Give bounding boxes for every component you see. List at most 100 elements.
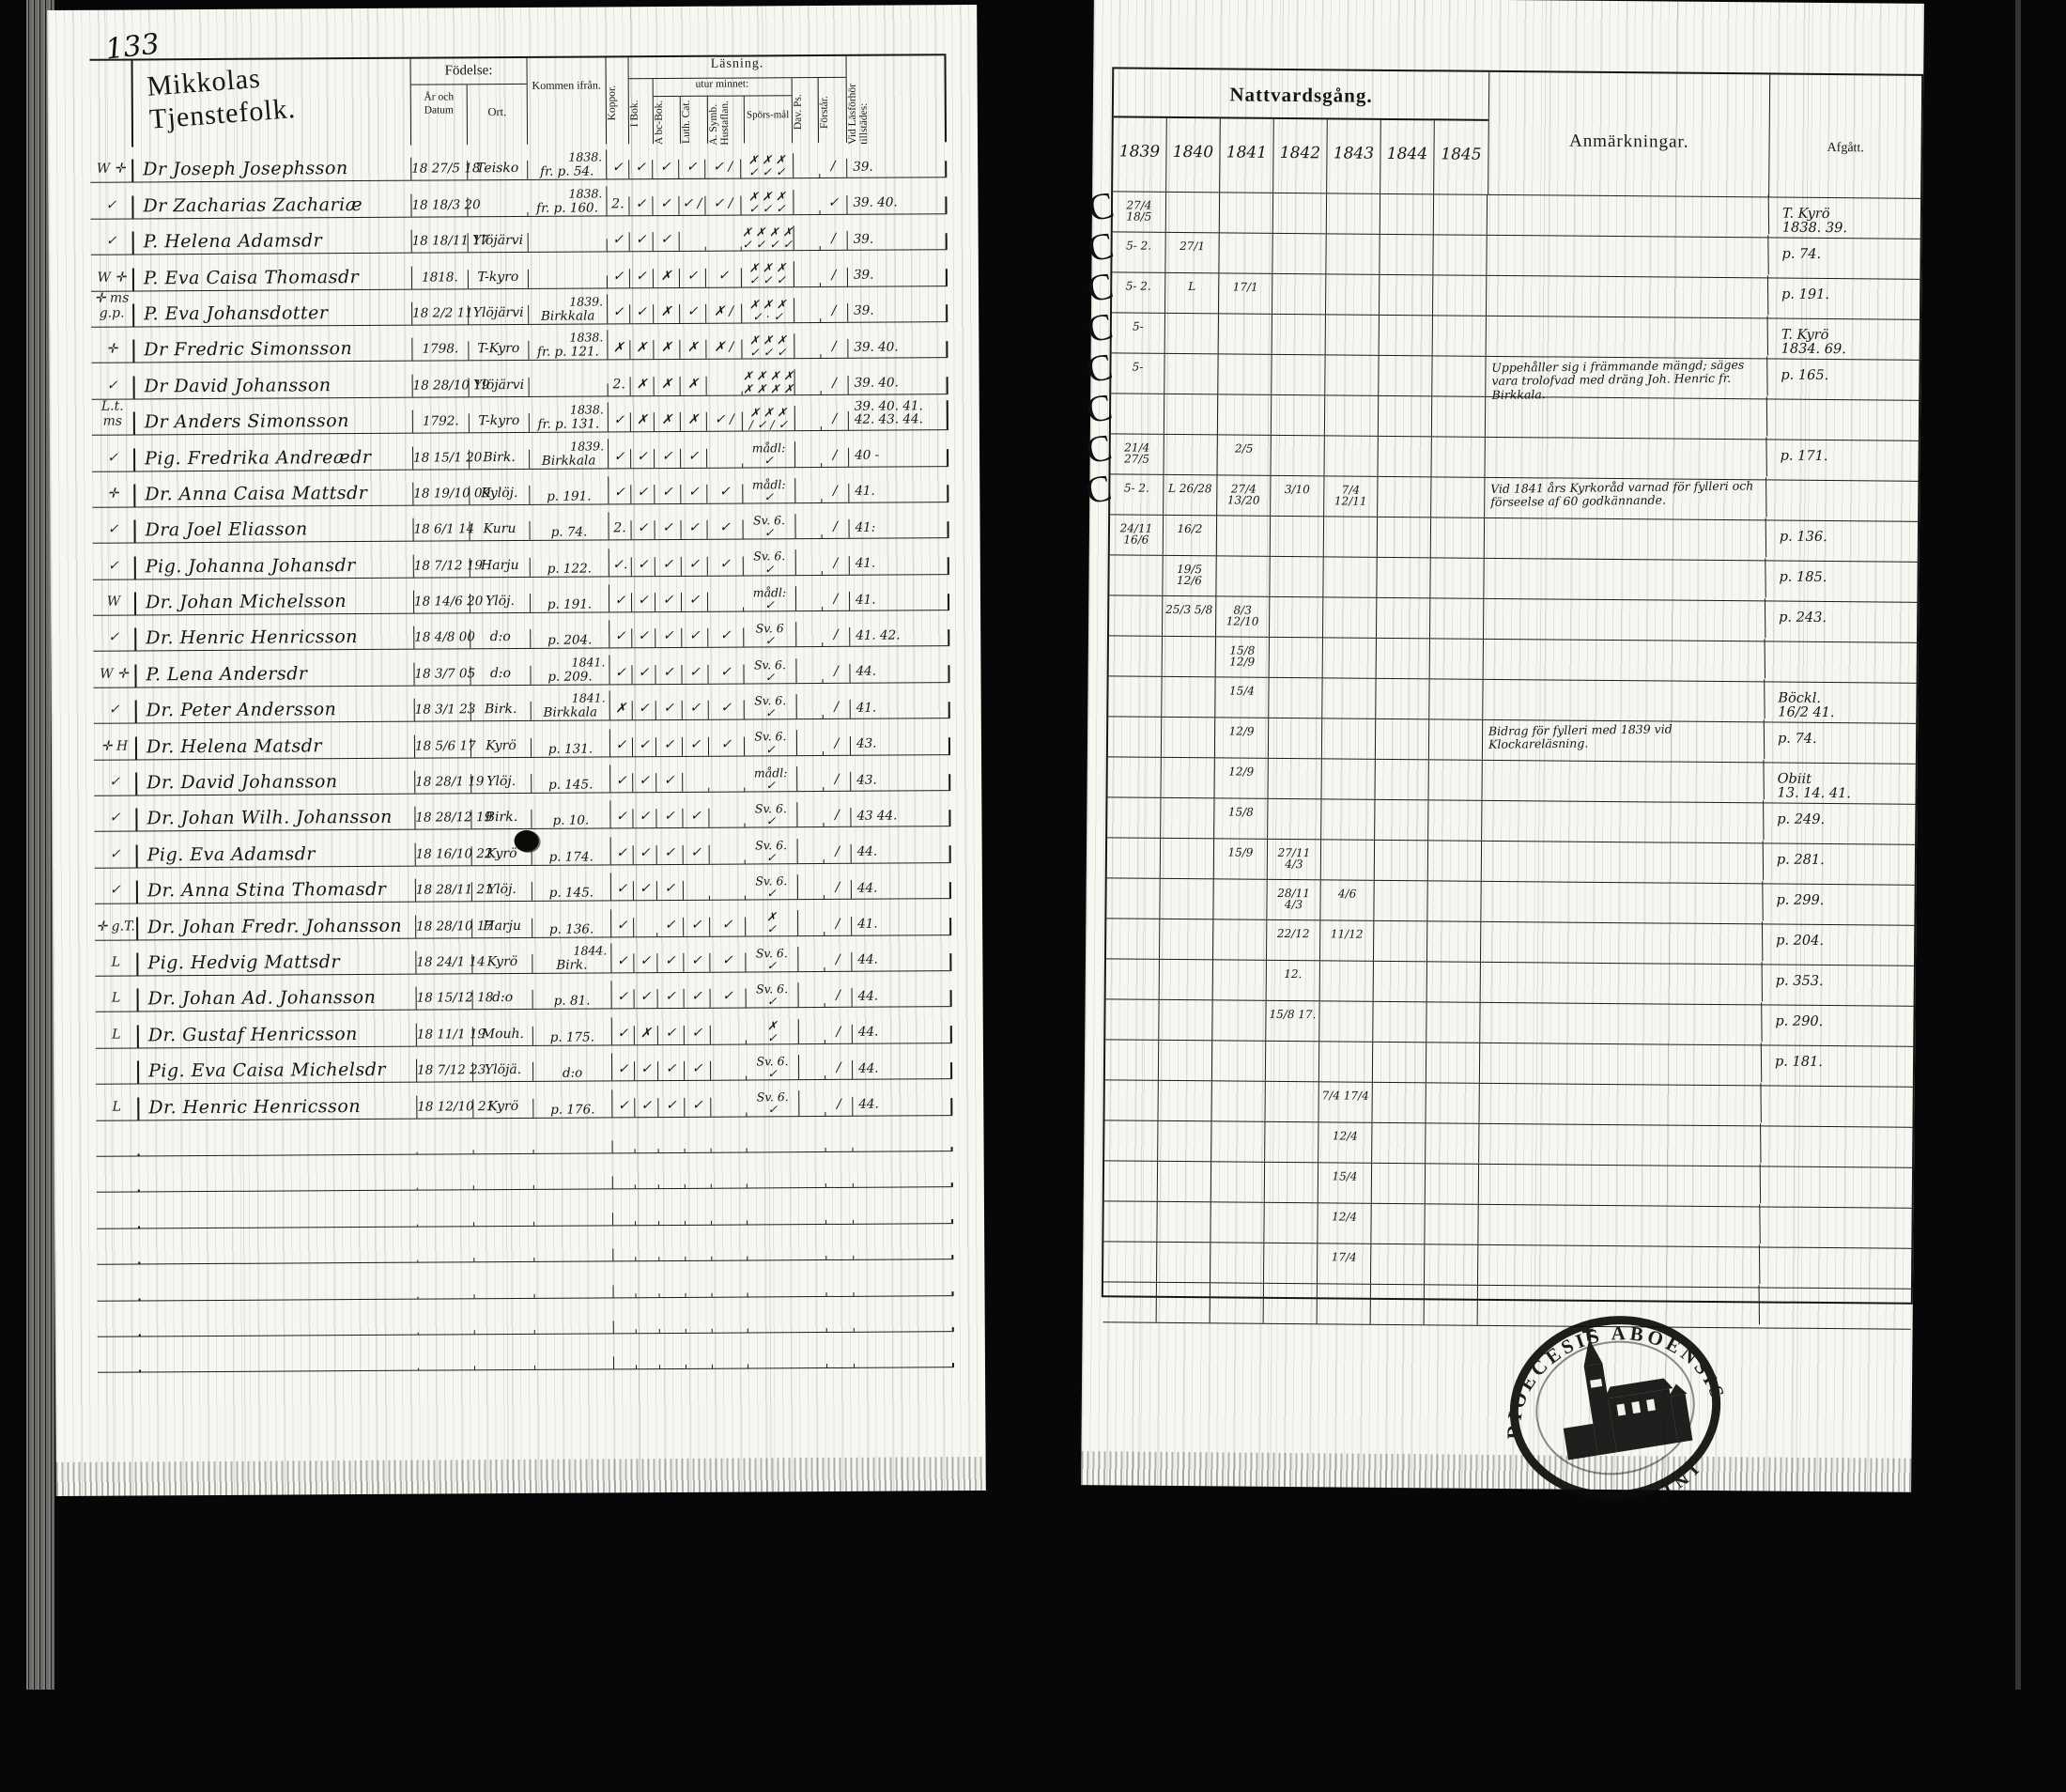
birth-place: Kylöj.	[470, 486, 530, 504]
year-header: 1845	[1434, 120, 1488, 193]
margin-marks: ✓	[92, 378, 133, 398]
communion-1839	[1106, 878, 1160, 918]
questions-cell: ✗ ✗ ✗ ✓ ✓ ✓	[741, 153, 794, 178]
communion-1841	[1218, 354, 1272, 394]
communion-1842: 12.	[1267, 961, 1320, 1000]
communion-1839	[1103, 1201, 1157, 1241]
questions-mark-bottom: ✓	[746, 959, 797, 971]
communion-1844	[1377, 639, 1430, 678]
communion-row: 17/4	[1103, 1242, 1911, 1290]
communion-1840: 25/3 5/8	[1163, 596, 1216, 636]
servant-name-cell: Pig. Eva Adamsdr	[136, 842, 416, 867]
household-title: Mikkolas Tjenstefolk.	[146, 60, 297, 136]
questions-cell: mådl: ✓	[745, 766, 797, 792]
communion-1839	[1107, 757, 1161, 796]
birth-date: 18 15/1 20	[413, 450, 470, 469]
smallpox-mark: ✓	[609, 449, 631, 468]
departed-ref	[1760, 1247, 1911, 1288]
servants-table-header: Mikkolas Tjenstefolk. Födelse: År och Da…	[89, 54, 947, 147]
davids-psalms-header: Dav. Ps.	[793, 78, 820, 143]
communion-1839: 5- 2.	[1110, 474, 1164, 514]
understands-mark: ∕	[825, 988, 853, 1007]
symbolum-mark: ✓ ∕	[705, 160, 741, 178]
came-from-cell: p. 145.	[532, 873, 611, 902]
abc-book-mark: ✗	[654, 304, 680, 323]
communion-1845	[1425, 1204, 1478, 1244]
smallpox-mark: 2.	[607, 196, 629, 215]
communion-1839: 5-	[1111, 353, 1164, 393]
symbolum-mark	[707, 463, 743, 467]
arrival-year	[529, 239, 607, 253]
departed-ref: p. 136.	[1766, 520, 1918, 561]
margin-marks: W	[93, 595, 134, 615]
servant-name-cell: Dr Joseph Josephsson	[131, 158, 411, 182]
birth-date: 18 7/12 23	[417, 1062, 473, 1081]
questions-mark-top: Sv. 6.	[744, 658, 795, 671]
luther-catechism-mark	[686, 1292, 713, 1296]
birth-place: Ylöjärvi	[469, 305, 529, 324]
abc-book-mark: ✗	[654, 340, 680, 359]
luther-catechism-mark: ✓	[681, 485, 707, 503]
communion-1839	[1104, 1161, 1158, 1200]
smallpox-header: Koppor.	[606, 57, 629, 144]
davids-psalms-mark	[795, 391, 822, 394]
birth-date-header: År och Datum	[411, 85, 468, 145]
came-from: p. 81.	[533, 994, 611, 1010]
birth-date	[419, 1367, 475, 1370]
smallpox-mark	[614, 1366, 637, 1369]
communion-row: 15/8 p. 249.	[1107, 797, 1915, 845]
in-book-mark	[636, 1149, 659, 1152]
margin-marks: L	[95, 954, 136, 975]
communion-row: C 21/4 27/5 2/5 p. 171.	[1110, 434, 1918, 482]
birth-place: Kyrö	[471, 738, 532, 757]
attendance-years	[855, 1363, 954, 1367]
questions-cell: ✗ ✗ ✗ ✓ ✓ ✓	[742, 333, 794, 359]
margin-marks	[98, 1294, 139, 1300]
symbolum-mark	[710, 859, 746, 863]
birth-place	[474, 1150, 534, 1153]
birth-place: Ylöj.	[472, 882, 532, 901]
year-header: 1842	[1273, 119, 1328, 193]
margin-marks: ✓	[95, 883, 136, 904]
departed-ref: T. Kyrö 1834. 69.	[1768, 318, 1920, 359]
communion-1840	[1159, 1000, 1212, 1040]
questions-cell: Sv. 6. ✓	[746, 874, 798, 900]
communion-row: C 5- T. Kyrö 1834. 69.	[1112, 313, 1920, 361]
birth-place: T-kyro	[470, 413, 530, 432]
remark-note: Uppehåller sig i främmande mängd; säges …	[1486, 356, 1767, 399]
arrival-year: 1838.	[528, 186, 606, 201]
remark-note	[1484, 558, 1765, 601]
communion-1843	[1324, 517, 1378, 556]
understands-header: Förstår.	[819, 78, 846, 143]
attendance-years: 39.	[848, 269, 948, 286]
symbolum-mark: ✗ ∕	[706, 340, 742, 359]
servant-name: Dr Anders Simonsson	[145, 410, 349, 432]
birth-date: 18 28/10 17	[416, 919, 472, 937]
davids-psalms-mark	[801, 1364, 827, 1367]
came-from-cell: 1841. Birkkala	[532, 691, 610, 721]
davids-psalms-mark	[797, 751, 824, 755]
came-from: p. 10.	[532, 813, 609, 829]
understands-mark: ∕	[821, 303, 848, 322]
symbolum-mark: ✓	[710, 917, 746, 935]
birth-date: 18 19/10 09	[413, 486, 470, 504]
in-book-mark: ✓	[629, 160, 653, 178]
luther-catechism-mark: ✓	[680, 304, 706, 323]
came-from: fr. p. 54.	[528, 164, 606, 180]
understands-mark: ∕	[823, 664, 850, 683]
communion-1843	[1327, 193, 1380, 233]
in-book-mark	[637, 1293, 660, 1297]
birth-date	[418, 1186, 474, 1190]
abc-book-mark: ✓	[657, 953, 684, 972]
communion-1841: 12/9	[1215, 718, 1269, 757]
communion-1842	[1271, 517, 1324, 556]
servant-name: Dr. Johan Fredr. Johansson	[147, 915, 402, 937]
birth-date	[418, 1150, 474, 1153]
servant-row: ✛ Dr. Anna Caisa Mattsdr 18 19/10 09 Kyl…	[92, 467, 948, 508]
questions-cell: Sv. 6. ✓	[743, 514, 795, 539]
margin-marks: ✓	[95, 846, 136, 867]
birth-date: 18 5/6 17	[415, 738, 471, 757]
communion-1845	[1433, 275, 1487, 315]
